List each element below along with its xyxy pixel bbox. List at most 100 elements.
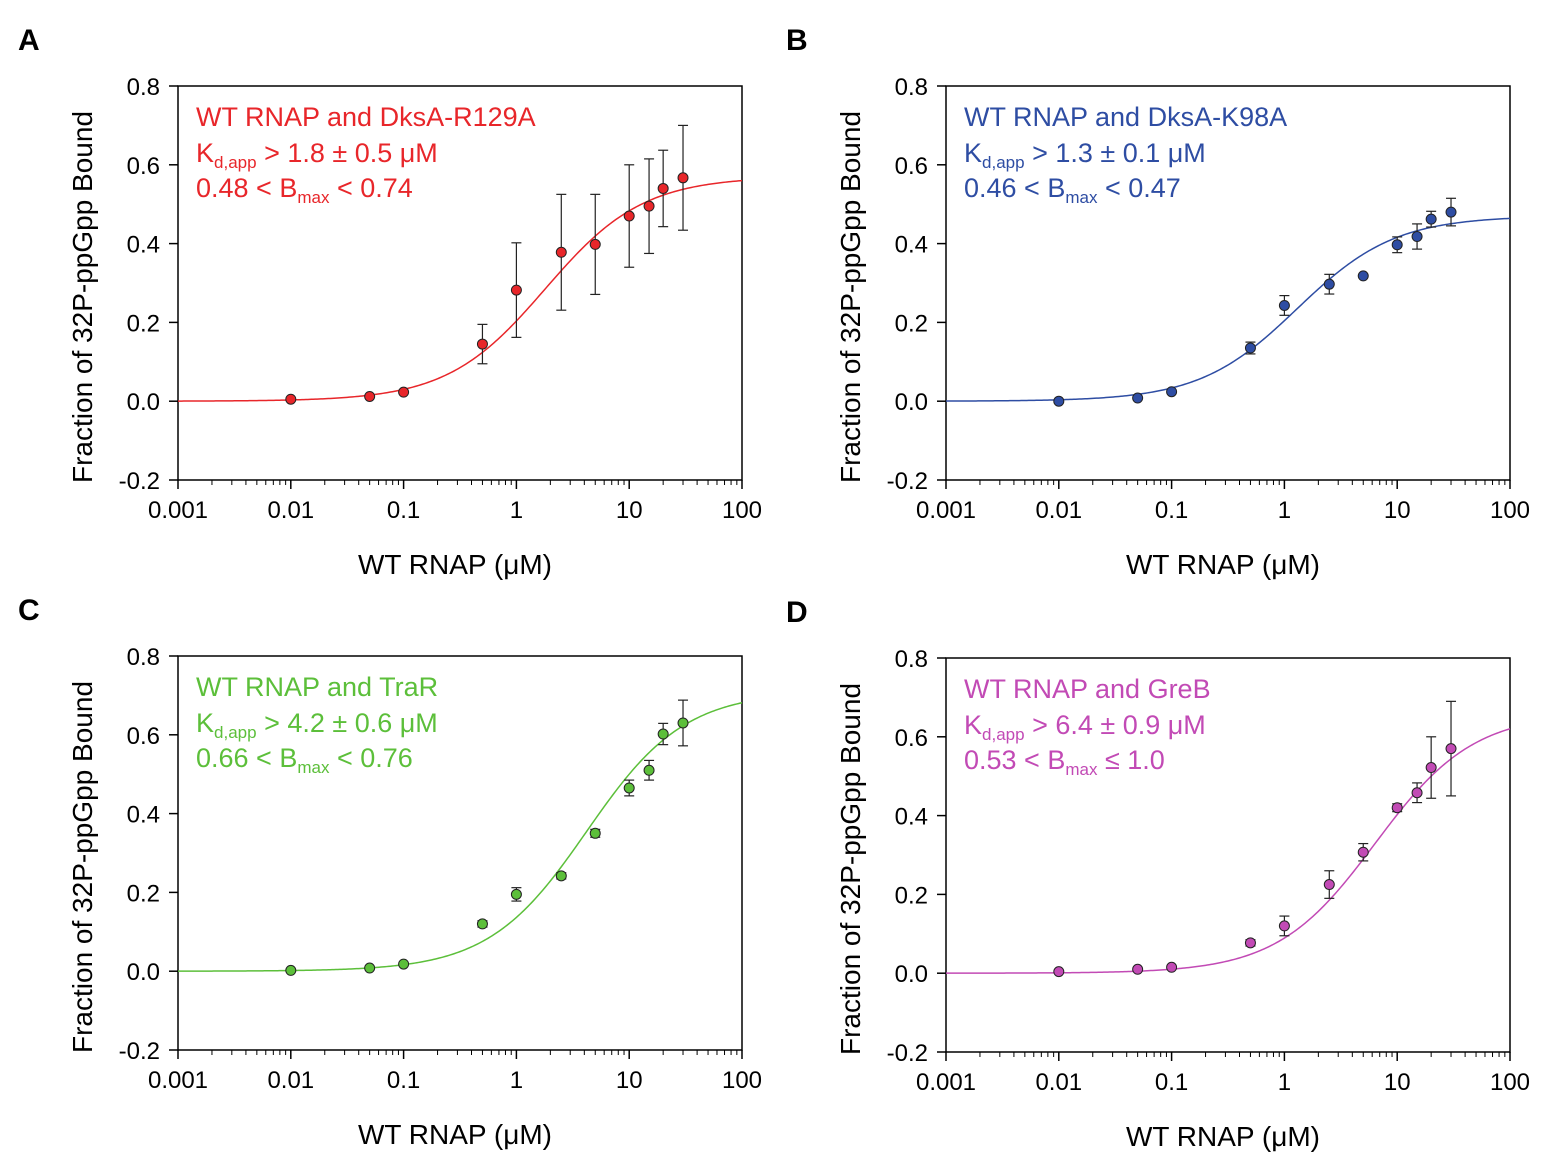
x-tick-label: 0.1 xyxy=(1155,497,1188,524)
x-tick-label: 0.1 xyxy=(1155,1069,1188,1096)
y-tick-label: 0.2 xyxy=(895,310,928,337)
data-point xyxy=(589,827,601,839)
annotation-bmax: 0.46 < Bmax < 0.47 xyxy=(964,173,1181,207)
data-point xyxy=(1411,787,1423,799)
y-tick-label: 0.0 xyxy=(895,961,928,988)
data-point xyxy=(623,782,635,794)
bmax-subscript: max xyxy=(297,758,330,777)
annotation-title: WT RNAP and DksA-R129A xyxy=(196,102,536,132)
data-point xyxy=(398,958,410,970)
kd-subscript: d,app xyxy=(982,153,1025,172)
data-point xyxy=(1053,395,1065,407)
x-axis-title: WT RNAP (μM) xyxy=(1126,549,1320,580)
x-tick-label: 0.01 xyxy=(1035,497,1082,524)
fit-curve xyxy=(945,217,1511,402)
kd-value: > 6.4 ± 0.9 μM xyxy=(1025,710,1206,740)
plot-frame xyxy=(945,657,1511,1053)
y-tick-label: 0.6 xyxy=(895,725,928,752)
x-tick-label: 0.01 xyxy=(267,1067,314,1094)
x-tick-label: 0.1 xyxy=(387,1067,420,1094)
panel-letter: B xyxy=(786,24,808,57)
data-point xyxy=(1132,392,1144,404)
data-point xyxy=(677,717,689,729)
annotation-title: WT RNAP and GreB xyxy=(964,674,1211,704)
data-point xyxy=(510,284,522,296)
annotation-bmax: 0.48 < Bmax < 0.74 xyxy=(196,173,413,207)
kd-value: > 1.8 ± 0.5 μM xyxy=(257,138,438,168)
data-point xyxy=(555,246,567,258)
x-tick-label: 100 xyxy=(722,1067,762,1094)
y-tick-label: -0.2 xyxy=(887,468,928,495)
kd-symbol: K xyxy=(964,710,982,740)
annotation-title: WT RNAP and TraR xyxy=(196,672,438,702)
data-point xyxy=(1357,270,1369,282)
data-point xyxy=(677,172,689,184)
x-axis-title: WT RNAP (μM) xyxy=(358,1119,552,1150)
annotation-kd: Kd,app > 4.2 ± 0.6 μM xyxy=(196,708,438,742)
y-tick-label: 0.0 xyxy=(895,389,928,416)
chart-panel-b: B 0.001 0.01 0.1 1 10 100 -0.2 0.0 0.2 0.4 0.6 0.8 WT… xyxy=(768,0,1549,587)
data-point xyxy=(398,386,410,398)
y-tick-label: 0.0 xyxy=(127,389,160,416)
y-tick-label: 0.6 xyxy=(127,153,160,180)
chart-panel-a: A 0.001 0.01 0.1 1 10 100 -0.2 0.0 0.2 0.4 0.6 0.8 WT… xyxy=(0,0,781,587)
data-point xyxy=(285,964,297,976)
y-axis-title: Fraction of 32P-ppGpp Bound xyxy=(835,683,866,1055)
plot-frame xyxy=(177,655,743,1051)
kd-value: > 4.2 ± 0.6 μM xyxy=(257,708,438,738)
x-tick-label: 0.1 xyxy=(387,497,420,524)
annotation-kd: Kd,app > 1.8 ± 0.5 μM xyxy=(196,138,438,172)
data-point xyxy=(510,888,522,900)
chart-svg: 0.001 0.01 0.1 1 10 100 -0.2 0.0 0.2 0.4 0.6 0.8 WT … xyxy=(835,74,1530,580)
annotation-title: WT RNAP and DksA-K98A xyxy=(964,102,1287,132)
chart-svg: 0.001 0.01 0.1 1 10 100 -0.2 0.0 0.2 0.4 0.6 0.8 WT … xyxy=(67,74,762,580)
annotation-kd: Kd,app > 6.4 ± 0.9 μM xyxy=(964,710,1206,744)
annotation-bmax: 0.53 < Bmax ≤ 1.0 xyxy=(964,745,1165,779)
bmax-suffix: < 0.47 xyxy=(1097,173,1180,203)
data-point xyxy=(1278,920,1290,932)
data-point xyxy=(1132,963,1144,975)
y-axis-title: Fraction of 32P-ppGpp Bound xyxy=(67,111,98,483)
x-tick-label: 1 xyxy=(1278,497,1291,524)
bmax-prefix: 0.66 < B xyxy=(196,743,297,773)
data-point xyxy=(364,390,376,402)
x-tick-label: 0.01 xyxy=(267,497,314,524)
data-point xyxy=(1425,213,1437,225)
y-axis-title: Fraction of 32P-ppGpp Bound xyxy=(67,681,98,1053)
data-point xyxy=(1323,278,1335,290)
y-tick-label: 0.2 xyxy=(127,310,160,337)
x-tick-label: 1 xyxy=(1278,1069,1291,1096)
data-point xyxy=(1053,966,1065,978)
bmax-subscript: max xyxy=(1065,760,1098,779)
data-point xyxy=(1445,206,1457,218)
data-point xyxy=(476,338,488,350)
y-tick-label: 0.8 xyxy=(127,644,160,671)
kd-subscript: d,app xyxy=(214,153,257,172)
x-tick-label: 100 xyxy=(1490,1069,1530,1096)
y-tick-label: -0.2 xyxy=(119,1038,160,1065)
data-point xyxy=(1357,846,1369,858)
data-point xyxy=(1244,342,1256,354)
y-tick-label: -0.2 xyxy=(887,1040,928,1067)
bmax-prefix: 0.53 < B xyxy=(964,745,1065,775)
bmax-subscript: max xyxy=(297,188,330,207)
x-tick-label: 0.001 xyxy=(148,497,208,524)
data-point xyxy=(1391,239,1403,251)
y-tick-label: 0.6 xyxy=(895,153,928,180)
data-point xyxy=(1278,299,1290,311)
chart-panel-c: C 0.001 0.01 0.1 1 10 100 -0.2 0.0 0.2 0.4 0.6 0.8 WT… xyxy=(0,570,781,1157)
y-tick-label: 0.4 xyxy=(895,804,928,831)
y-tick-label: 0.2 xyxy=(127,880,160,907)
data-point xyxy=(589,238,601,250)
kd-subscript: d,app xyxy=(982,725,1025,744)
data-point xyxy=(285,393,297,405)
kd-subscript: d,app xyxy=(214,723,257,742)
data-point xyxy=(1166,961,1178,973)
data-point xyxy=(657,728,669,740)
x-tick-label: 100 xyxy=(1490,497,1530,524)
panel-letter: C xyxy=(18,594,40,627)
bmax-prefix: 0.46 < B xyxy=(964,173,1065,203)
data-point xyxy=(1411,231,1423,243)
data-point xyxy=(476,918,488,930)
data-point xyxy=(1166,386,1178,398)
